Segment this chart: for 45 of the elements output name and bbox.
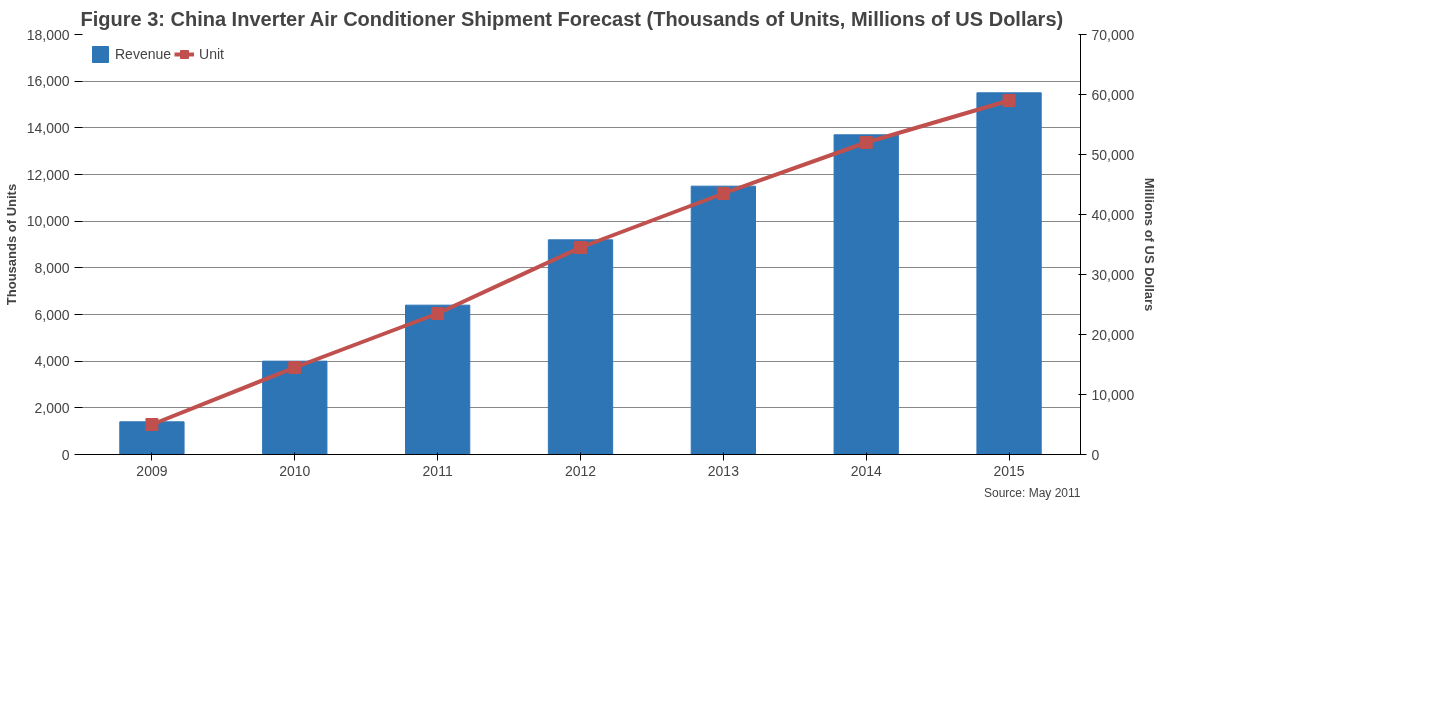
y-tick-label: 4,000 — [34, 353, 70, 370]
legend-label: Revenue — [115, 46, 172, 62]
point — [145, 418, 159, 431]
legend-label: Unit — [199, 46, 224, 62]
bar — [690, 185, 756, 455]
bar — [119, 421, 185, 455]
chart-title: Figure 3: China Inverter Air Conditioner Shipment Forecast (Thousands of Units, Millions of US Dollars) — [80, 7, 1064, 30]
y2-tick-label: 30,000 — [1091, 266, 1135, 283]
point — [859, 136, 873, 149]
point — [431, 307, 445, 320]
x-tick-label: 2010 — [279, 462, 311, 479]
y-tick-label: 8,000 — [34, 259, 70, 276]
y-tick-label: 14,000 — [26, 119, 70, 136]
y2-tick-label: 60,000 — [1091, 86, 1135, 103]
y-tick-label: 18,000 — [26, 26, 70, 43]
y-tick-label: 10,000 — [26, 213, 70, 230]
bar — [547, 239, 614, 455]
y2-tick-label: 10,000 — [1091, 386, 1135, 403]
y2-tick-label: 70,000 — [1091, 26, 1135, 43]
x-tick-label: 2014 — [850, 462, 882, 479]
y2-tick-label: 50,000 — [1091, 146, 1135, 163]
x-tick-label: 2015 — [993, 462, 1025, 479]
y2-axis-title: Millions of US Dollars — [1142, 177, 1158, 312]
point — [574, 241, 587, 254]
bar — [833, 134, 899, 455]
x-tick-label: 2011 — [422, 462, 453, 479]
x-tick-label: 2013 — [707, 462, 740, 479]
y2-tick-label: 20,000 — [1091, 326, 1135, 343]
y-axis-title: Thousands of Units — [3, 183, 19, 306]
y-tick-label: 0 — [61, 446, 70, 463]
bar — [976, 92, 1042, 455]
y-tick-label: 6,000 — [34, 306, 70, 323]
x-tick-label: 2012 — [564, 462, 597, 479]
x-tick-label: 2009 — [136, 462, 168, 479]
y2-tick-label: 40,000 — [1091, 206, 1135, 223]
point — [288, 361, 302, 374]
y-tick-label: 2,000 — [34, 399, 70, 416]
bar — [262, 360, 328, 455]
source-note: Source: May 2011 — [984, 485, 1081, 500]
point — [716, 187, 730, 200]
y-tick-label: 12,000 — [26, 166, 70, 183]
bar — [405, 304, 471, 455]
y-tick-label: 16,000 — [26, 73, 70, 90]
point — [1002, 94, 1016, 107]
y2-tick-label: 0 — [1091, 446, 1100, 463]
